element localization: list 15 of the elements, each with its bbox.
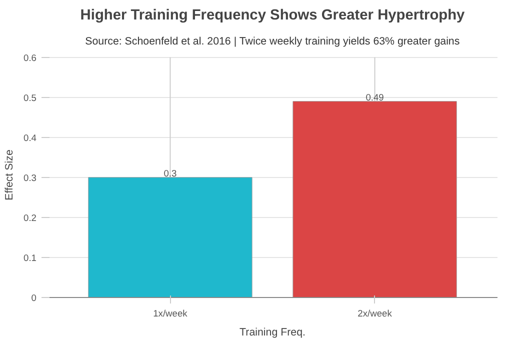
y-tick-label: 0 [31, 293, 37, 303]
y-tick-label: 0.3 [24, 172, 36, 183]
y-axis-title: Effect Size [4, 150, 16, 200]
data-label: 0.3 [164, 168, 177, 178]
y-tick-label: 0.2 [24, 212, 36, 223]
x-tick-label: 2x/week [358, 308, 392, 318]
chart-subtitle: Source: Schoenfeld et al. 2016 | Twice weekly training yields 63% greater gains [85, 36, 460, 48]
y-tick-label: 0.1 [24, 252, 36, 263]
x-tick-label: 1x/week [153, 308, 188, 318]
x-axis-title: Training Freq. [240, 326, 306, 338]
data-label: 0.49 [366, 92, 384, 102]
y-tick-label: 0.6 [24, 52, 36, 63]
chart-title: Higher Training Frequency Shows Greater Hypertrophy [80, 8, 466, 24]
y-tick-label: 0.4 [24, 132, 36, 143]
y-tick-label: 0.5 [24, 92, 36, 103]
